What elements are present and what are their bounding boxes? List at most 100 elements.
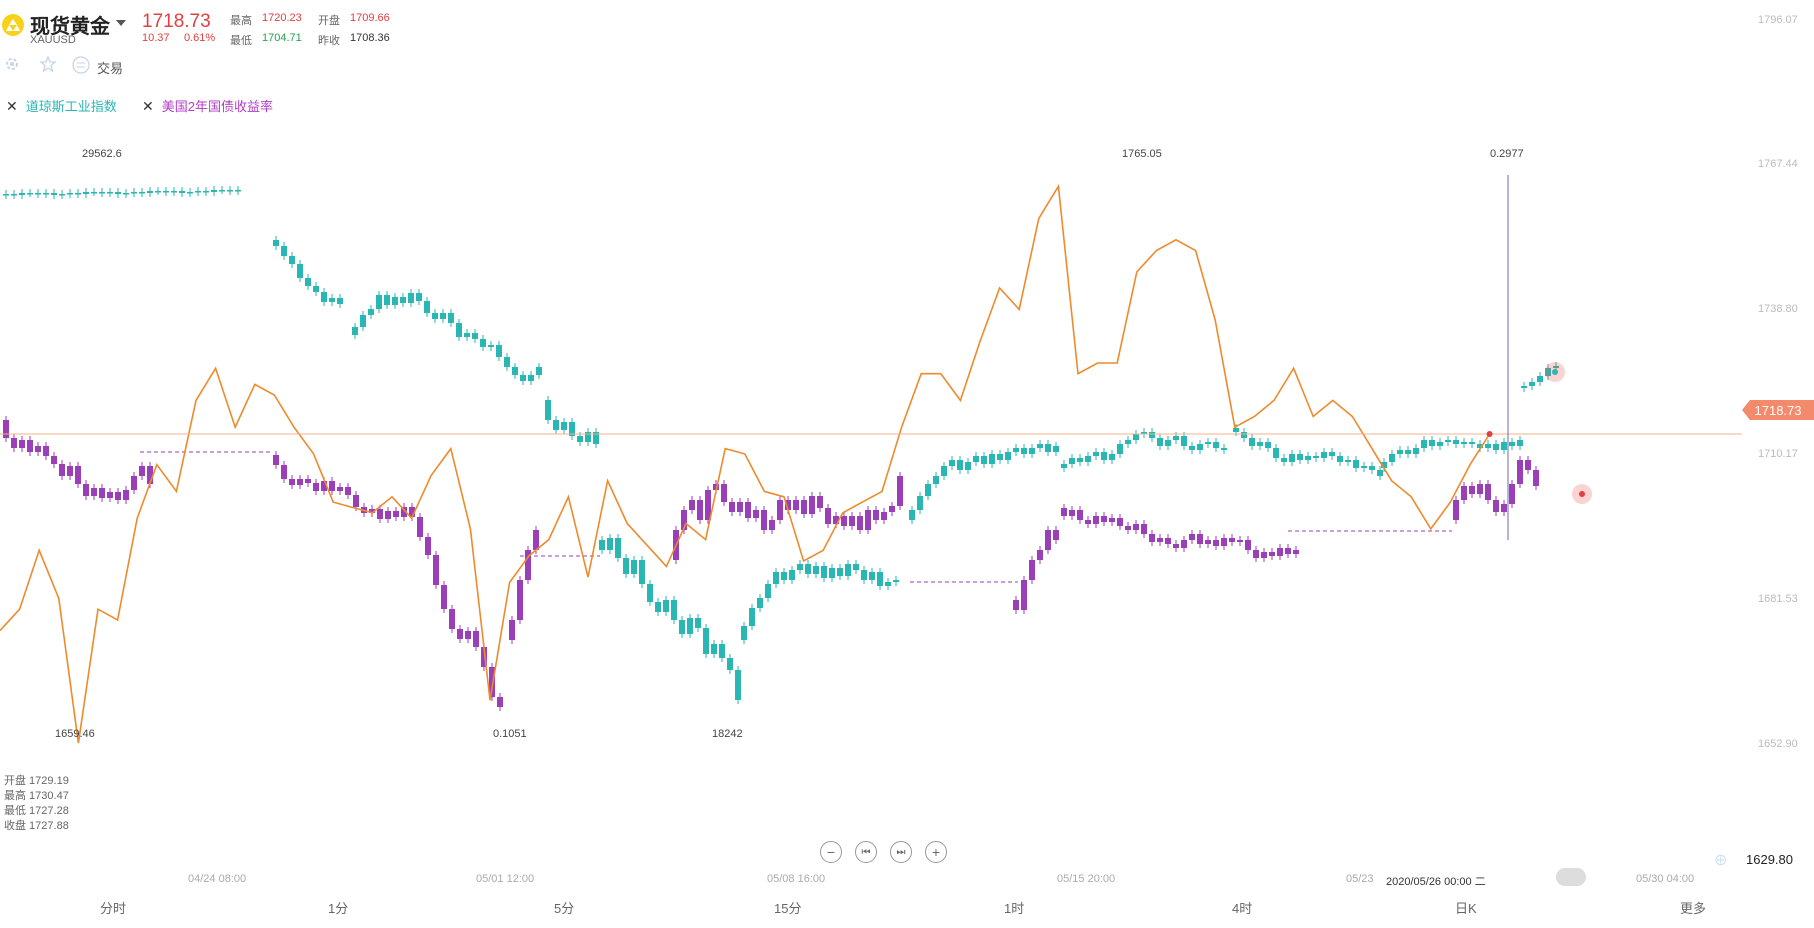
crosshair-icon[interactable]: ⊕ bbox=[1714, 852, 1728, 869]
dow-candle bbox=[965, 462, 971, 470]
symbol-dropdown-icon[interactable] bbox=[116, 20, 126, 26]
dow-candle bbox=[893, 580, 899, 582]
dow-candle bbox=[1101, 452, 1107, 460]
dow-candle bbox=[1213, 442, 1219, 448]
zoom-in-button[interactable]: + bbox=[925, 841, 947, 863]
time-label: 05/30 04:00 bbox=[1636, 873, 1695, 885]
yield-candle bbox=[147, 466, 153, 484]
dow-candle bbox=[1369, 466, 1375, 470]
gold-price-line bbox=[0, 183, 1491, 744]
dow-candle bbox=[155, 191, 161, 193]
yield-candle bbox=[91, 488, 97, 496]
dow-candle bbox=[869, 572, 875, 580]
dow-candle bbox=[1493, 444, 1499, 450]
dow-candle bbox=[1389, 454, 1395, 462]
yield-candle bbox=[1269, 552, 1275, 556]
y-tick-label: 1681.53 bbox=[1758, 593, 1798, 605]
star-icon[interactable] bbox=[39, 55, 57, 75]
yield-candle bbox=[433, 555, 439, 585]
dow-candle bbox=[67, 193, 73, 195]
dow-candle bbox=[1221, 448, 1227, 450]
dow-candle bbox=[432, 313, 438, 319]
dow-candle bbox=[1361, 466, 1367, 468]
dow-candle bbox=[1337, 456, 1343, 462]
dow-candle bbox=[1125, 440, 1131, 444]
dow-candle bbox=[1053, 446, 1059, 452]
dow-candle bbox=[35, 193, 41, 195]
zoom-out-button[interactable]: − bbox=[820, 841, 842, 863]
indicator-yield-label[interactable]: 美国2年国债收益率 bbox=[161, 99, 273, 114]
yield-candle bbox=[1205, 540, 1211, 544]
yield-candle bbox=[369, 509, 375, 513]
yield-candle bbox=[1109, 518, 1115, 522]
period-tab-day[interactable]: 日K bbox=[1455, 901, 1477, 916]
yield-candle bbox=[1253, 550, 1259, 558]
dow-candle bbox=[957, 460, 963, 470]
indicator-dow-label[interactable]: 道琼斯工业指数 bbox=[25, 99, 117, 114]
gold-last-point bbox=[1486, 430, 1493, 437]
yield-candle bbox=[737, 502, 743, 512]
yield-candle bbox=[889, 506, 895, 512]
trade-button[interactable]: 交易 bbox=[97, 61, 124, 76]
period-tab-1h[interactable]: 1时 bbox=[1004, 901, 1025, 916]
yield-candle bbox=[785, 500, 791, 510]
scroll-end-button[interactable]: ⏭ bbox=[890, 841, 912, 863]
dow-candle bbox=[1437, 442, 1443, 446]
yield-candle bbox=[841, 516, 847, 526]
dow-candle bbox=[376, 295, 382, 309]
yield-candle bbox=[1013, 600, 1019, 610]
yield-candle bbox=[1173, 544, 1179, 548]
more-button[interactable]: 更多 bbox=[1680, 901, 1707, 916]
yield-candle bbox=[3, 420, 9, 438]
trade-icon[interactable] bbox=[72, 56, 90, 77]
open-label: 开盘 bbox=[318, 15, 340, 27]
dow-candle bbox=[1013, 448, 1019, 452]
dow-candle bbox=[368, 309, 374, 315]
dow-candle bbox=[1517, 440, 1523, 446]
remove-dow-close-icon[interactable]: ✕ bbox=[6, 98, 18, 114]
period-tab-5m[interactable]: 5分 bbox=[554, 901, 575, 916]
yield-candle bbox=[857, 516, 863, 530]
period-tab-fenshi[interactable]: 分时 bbox=[100, 901, 127, 916]
open-value: 1709.66 bbox=[350, 12, 390, 24]
dow-candle bbox=[83, 192, 89, 194]
dow-candle bbox=[917, 496, 923, 510]
dow-candle bbox=[1197, 444, 1203, 450]
dow-candle bbox=[877, 572, 883, 586]
yield-candle bbox=[11, 438, 17, 448]
yield-candle bbox=[769, 520, 775, 530]
yield-candle bbox=[27, 440, 33, 452]
yield-candle bbox=[75, 466, 81, 484]
scroll-start-button[interactable]: ⏮ bbox=[855, 841, 877, 863]
dow-candle bbox=[773, 572, 779, 584]
dow-candle bbox=[400, 297, 406, 303]
yield-candle bbox=[321, 481, 327, 491]
dow-candle bbox=[703, 628, 709, 654]
time-label: 05/23 bbox=[1346, 873, 1374, 885]
chart-toggle-icon[interactable] bbox=[1556, 868, 1586, 886]
yield-candle bbox=[51, 456, 57, 464]
dow-candle bbox=[456, 323, 462, 337]
yield-candle bbox=[1245, 540, 1251, 550]
period-tab-4h[interactable]: 4时 bbox=[1232, 901, 1253, 916]
gear-icon[interactable] bbox=[4, 56, 20, 75]
dow-candle bbox=[171, 191, 177, 193]
ohlc-info: 开盘 1729.19 最高 1730.47 最低 1727.28 收盘 1727… bbox=[4, 774, 69, 834]
period-tab-15m[interactable]: 15分 bbox=[774, 901, 802, 916]
dow-candle bbox=[1485, 444, 1491, 448]
yield-candle bbox=[1021, 580, 1027, 610]
time-label: 05/08 16:00 bbox=[767, 873, 826, 885]
symbol-name[interactable]: 现货黄金 bbox=[30, 16, 110, 38]
remove-yield-close-icon[interactable]: ✕ bbox=[142, 98, 154, 114]
y-tick-label: 1738.80 bbox=[1758, 303, 1798, 315]
dow-candle bbox=[1397, 450, 1403, 454]
dow-candle bbox=[727, 658, 733, 670]
dow-candle bbox=[51, 193, 57, 195]
period-tab-1m[interactable]: 1分 bbox=[328, 901, 349, 916]
dow-candle bbox=[949, 460, 955, 466]
dow-candle bbox=[1413, 448, 1419, 454]
dow-candle bbox=[1165, 440, 1171, 446]
yield-candle bbox=[873, 510, 879, 520]
yield-candle bbox=[1277, 548, 1283, 556]
